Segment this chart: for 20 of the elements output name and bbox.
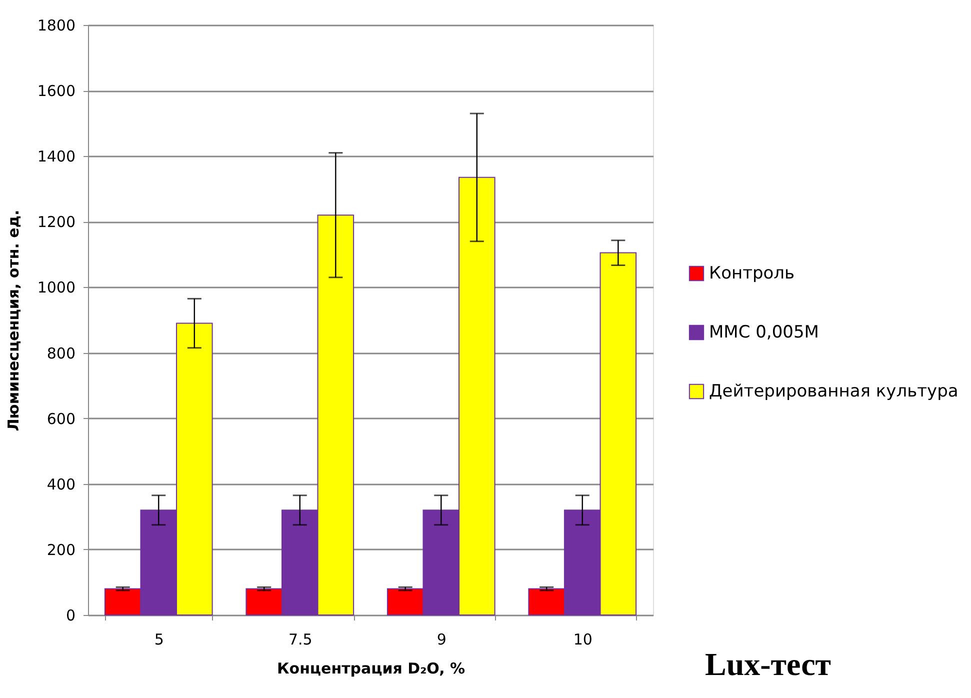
text: Lux-тест — [704, 646, 832, 682]
legend-label: Дейтерированная культура — [709, 382, 958, 402]
x-tick-label: 7.5 — [288, 630, 312, 648]
x-axis-title: Концентрация D₂O, % — [276, 660, 466, 678]
y-axis-title: Люминесценция, отн. ед. — [4, 210, 22, 432]
y-tick-label: 1600 — [37, 82, 76, 100]
y-tick-label: 200 — [46, 540, 76, 559]
y-tick-label: 600 — [46, 410, 76, 428]
legend-label: Контроль — [709, 264, 795, 284]
x-tick-label: 9 — [436, 630, 446, 648]
y-tick-label: 1400 — [37, 148, 76, 166]
y-tick-label: 0 — [66, 606, 76, 624]
legend-label: ММС 0,005М — [709, 322, 819, 342]
y-tick-label: 800 — [46, 344, 76, 362]
x-tick-label: 10 — [573, 630, 592, 648]
y-tick-label: 1200 — [37, 213, 76, 232]
x-tick-label: 5 — [154, 630, 164, 648]
y-tick-label: 400 — [46, 475, 76, 494]
y-tick-label: 1800 — [37, 16, 76, 34]
y-tick-label: 1000 — [37, 278, 76, 297]
